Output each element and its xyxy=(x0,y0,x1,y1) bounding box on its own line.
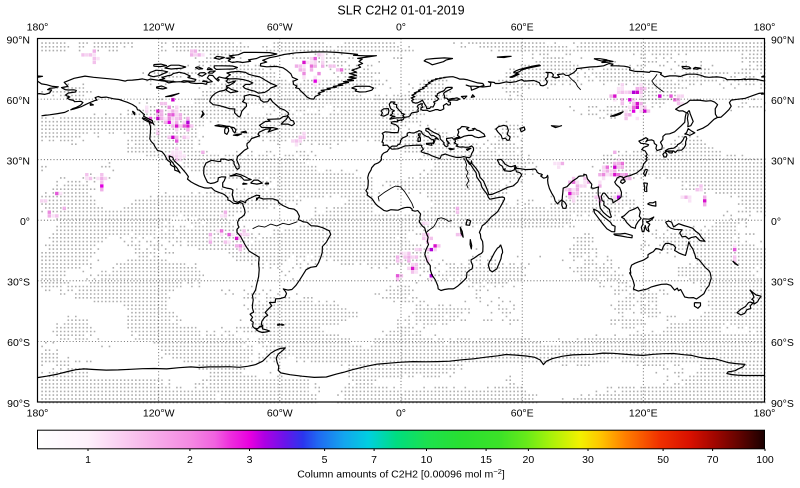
svg-text:70: 70 xyxy=(707,454,719,466)
svg-text:Column amounts of C2H2 [0.0009: Column amounts of C2H2 [0.00096 mol m−2] xyxy=(297,467,505,481)
svg-text:30°N: 30°N xyxy=(771,156,794,168)
svg-text:0°: 0° xyxy=(771,216,781,228)
svg-text:60°E: 60°E xyxy=(511,21,534,33)
svg-text:180°: 180° xyxy=(27,21,49,33)
svg-text:90°N: 90°N xyxy=(771,34,794,46)
svg-text:180°: 180° xyxy=(754,408,776,420)
svg-text:7: 7 xyxy=(371,454,377,466)
svg-text:5: 5 xyxy=(322,454,328,466)
svg-text:30°S: 30°S xyxy=(771,277,794,289)
svg-text:120°W: 120°W xyxy=(143,21,175,33)
svg-text:90°S: 90°S xyxy=(7,398,30,410)
svg-text:120°E: 120°E xyxy=(629,408,658,420)
svg-text:180°: 180° xyxy=(754,21,776,33)
svg-text:15: 15 xyxy=(480,454,492,466)
svg-text:60°N: 60°N xyxy=(771,95,794,107)
svg-text:120°W: 120°W xyxy=(143,408,175,420)
svg-text:10: 10 xyxy=(421,454,433,466)
svg-text:0°: 0° xyxy=(20,216,30,228)
svg-text:120°E: 120°E xyxy=(629,21,658,33)
svg-text:60°W: 60°W xyxy=(267,21,293,33)
svg-text:60°W: 60°W xyxy=(267,408,293,420)
svg-text:30°N: 30°N xyxy=(7,156,30,168)
svg-text:30°S: 30°S xyxy=(7,277,30,289)
svg-text:30: 30 xyxy=(582,454,594,466)
svg-text:90°N: 90°N xyxy=(7,34,30,46)
svg-text:20: 20 xyxy=(523,454,535,466)
svg-text:90°S: 90°S xyxy=(771,398,794,410)
svg-text:3: 3 xyxy=(247,454,253,466)
svg-text:180°: 180° xyxy=(27,408,49,420)
svg-text:1: 1 xyxy=(85,454,91,466)
svg-text:60°N: 60°N xyxy=(7,95,30,107)
svg-text:100: 100 xyxy=(756,454,774,466)
svg-text:50: 50 xyxy=(657,454,669,466)
svg-text:60°S: 60°S xyxy=(7,337,30,349)
svg-text:0°: 0° xyxy=(396,21,406,33)
svg-text:2: 2 xyxy=(187,454,193,466)
svg-text:60°S: 60°S xyxy=(771,337,794,349)
svg-text:SLR C2H2 01-01-2019: SLR C2H2 01-01-2019 xyxy=(337,3,464,17)
svg-text:0°: 0° xyxy=(396,408,406,420)
svg-text:60°E: 60°E xyxy=(511,408,534,420)
